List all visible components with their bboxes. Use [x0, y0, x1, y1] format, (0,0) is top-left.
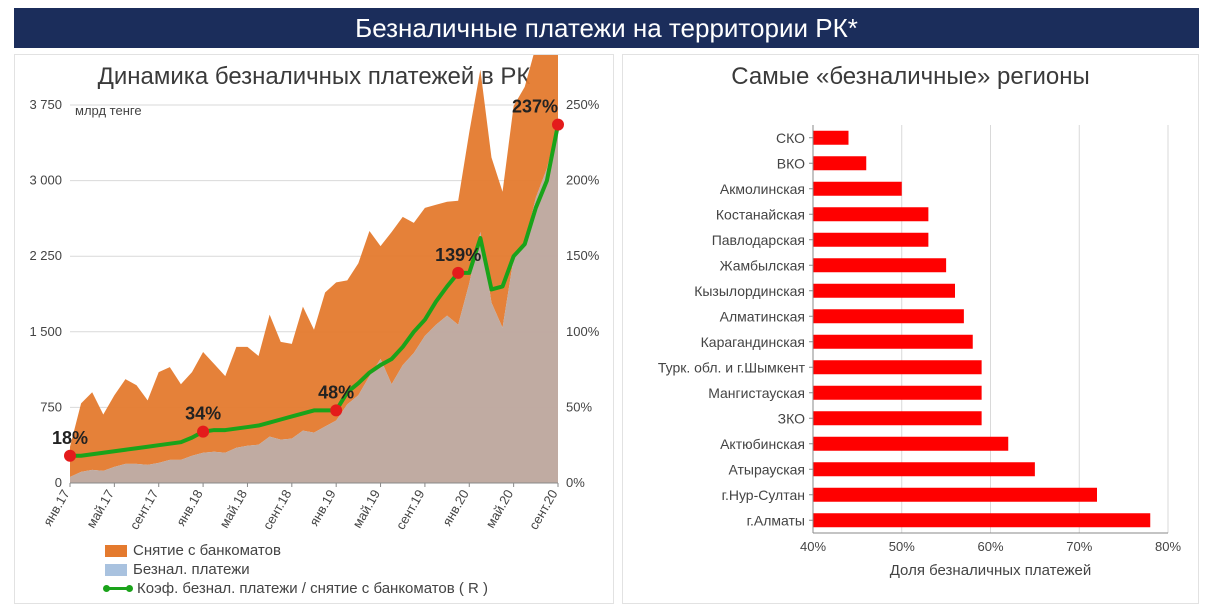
svg-text:Актюбинская: Актюбинская — [720, 436, 805, 452]
svg-text:СКО: СКО — [776, 130, 805, 146]
svg-text:Мангистауская: Мангистауская — [708, 385, 805, 401]
svg-text:237%: 237% — [512, 97, 558, 117]
svg-text:18%: 18% — [52, 428, 88, 448]
svg-text:Карагандинская: Карагандинская — [701, 334, 805, 350]
svg-text:1 500: 1 500 — [29, 324, 62, 339]
left-chart: 18%34%48%139%237%07501 5002 2503 0003 75… — [15, 55, 613, 603]
svg-text:60%: 60% — [977, 539, 1003, 554]
svg-text:ЗКО: ЗКО — [778, 410, 805, 426]
legend-swatch-ratio — [105, 587, 131, 590]
svg-text:г.Нур-Султан: г.Нур-Султан — [722, 487, 805, 503]
svg-text:сент.19: сент.19 — [393, 487, 428, 532]
right-panel: Самые «безналичные» регионы 40%50%60%70%… — [622, 54, 1199, 604]
svg-text:Турк. обл. и г.Шымкент: Турк. обл. и г.Шымкент — [658, 359, 806, 375]
svg-text:Алматинская: Алматинская — [720, 308, 805, 324]
svg-text:г.Алматы: г.Алматы — [747, 512, 805, 528]
legend-label-ratio: Коэф. безнал. платежи / снятие с банкома… — [137, 580, 488, 597]
svg-text:40%: 40% — [800, 539, 826, 554]
svg-text:80%: 80% — [1155, 539, 1181, 554]
right-chart: 40% 50% 60% 70% 80% СКО ВКО Акмолинская Костанай… — [623, 55, 1198, 603]
left-legend: Снятие с банкоматов Безнал. платежи Коэф… — [105, 540, 488, 597]
page-banner-title: Безналичные платежи на территории РК* — [355, 13, 858, 43]
svg-text:янв.19: янв.19 — [306, 487, 339, 528]
svg-text:50%: 50% — [566, 399, 592, 414]
svg-text:Акмолинская: Акмолинская — [720, 181, 805, 197]
svg-text:3 750: 3 750 — [29, 97, 62, 112]
svg-text:200%: 200% — [566, 173, 600, 188]
svg-text:139%: 139% — [435, 245, 481, 265]
svg-text:янв.18: янв.18 — [173, 487, 206, 528]
svg-text:Павлодарская: Павлодарская — [712, 232, 805, 248]
svg-text:Кызылординская: Кызылординская — [694, 283, 805, 299]
svg-text:Атырауская: Атырауская — [728, 461, 805, 477]
svg-text:750: 750 — [40, 399, 62, 414]
svg-text:Жамбылская: Жамбылская — [720, 257, 805, 273]
svg-text:май.19: май.19 — [349, 487, 383, 530]
svg-text:Костанайская: Костанайская — [716, 206, 805, 222]
legend-label-cashless: Безнал. платежи — [133, 561, 250, 578]
svg-text:янв.17: янв.17 — [40, 487, 73, 528]
page-banner: Безналичные платежи на территории РК* — [14, 8, 1199, 48]
svg-text:0%: 0% — [566, 475, 585, 490]
left-panel: Динамика безналичных платежей в РК млрд … — [14, 54, 614, 604]
svg-text:ВКО: ВКО — [777, 155, 805, 171]
svg-text:сент.17: сент.17 — [127, 487, 162, 532]
svg-text:янв.20: янв.20 — [439, 487, 472, 528]
legend-swatch-atm — [105, 545, 127, 557]
svg-text:май.17: май.17 — [83, 487, 117, 530]
svg-text:48%: 48% — [318, 382, 354, 402]
svg-text:100%: 100% — [566, 324, 600, 339]
svg-text:сент.18: сент.18 — [260, 487, 295, 532]
legend-label-atm: Снятие с банкоматов — [133, 542, 281, 559]
svg-text:34%: 34% — [185, 404, 221, 424]
svg-text:май.20: май.20 — [482, 487, 516, 530]
legend-swatch-cashless — [105, 564, 127, 576]
svg-text:2 250: 2 250 — [29, 248, 62, 263]
svg-text:сент.20: сент.20 — [526, 487, 561, 532]
svg-text:3 000: 3 000 — [29, 173, 62, 188]
svg-text:50%: 50% — [889, 539, 915, 554]
svg-text:май.18: май.18 — [216, 487, 250, 530]
svg-text:150%: 150% — [566, 248, 600, 263]
svg-text:Доля безналичных платежей: Доля безналичных платежей — [890, 562, 1092, 579]
svg-text:250%: 250% — [566, 97, 600, 112]
svg-text:70%: 70% — [1066, 539, 1092, 554]
